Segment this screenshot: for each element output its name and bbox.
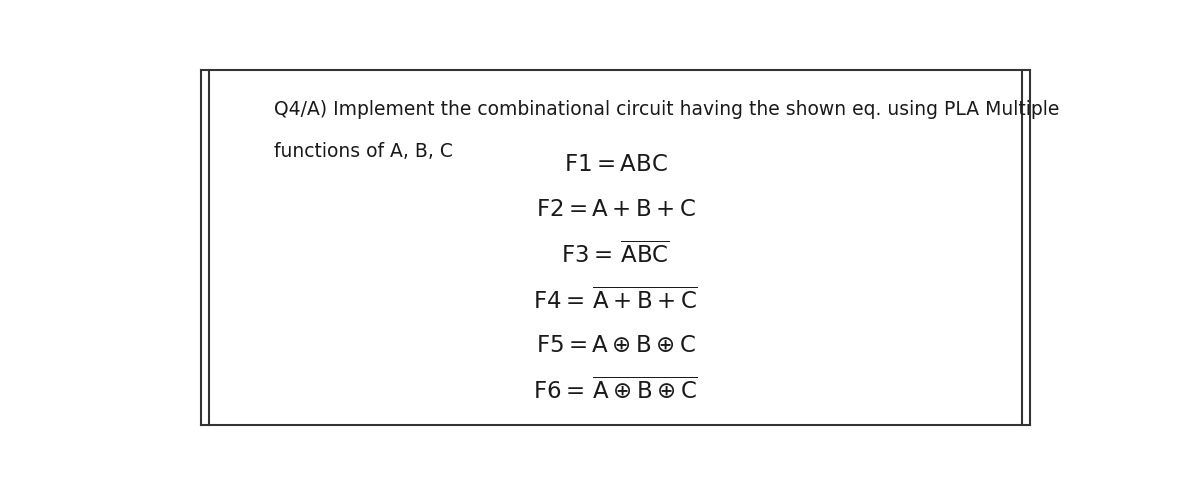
Text: $\mathsf{F4 =} \, \overline{\mathsf{A + B + C}}$: $\mathsf{F4 =} \, \overline{\mathsf{A + …	[533, 287, 698, 314]
Text: $\mathsf{F1 = ABC}$: $\mathsf{F1 = ABC}$	[563, 153, 668, 176]
Text: $\mathsf{F3 =} \, \overline{\mathsf{ABC}}$: $\mathsf{F3 =} \, \overline{\mathsf{ABC}…	[561, 242, 670, 269]
Text: $\mathsf{F6 =} \, \overline{\mathsf{A \oplus B \oplus C}}$: $\mathsf{F6 =} \, \overline{\mathsf{A \o…	[533, 377, 698, 404]
Text: Q4/A) Implement the combinational circuit having the shown eq. using PLA Multipl: Q4/A) Implement the combinational circui…	[274, 100, 1059, 119]
Text: $\mathsf{F5 = A \oplus B \oplus C}$: $\mathsf{F5 = A \oplus B \oplus C}$	[536, 334, 695, 357]
Text: $\mathsf{F2 = A + B + C}$: $\mathsf{F2 = A + B + C}$	[536, 198, 695, 221]
Text: functions of A, B, C: functions of A, B, C	[274, 142, 453, 161]
